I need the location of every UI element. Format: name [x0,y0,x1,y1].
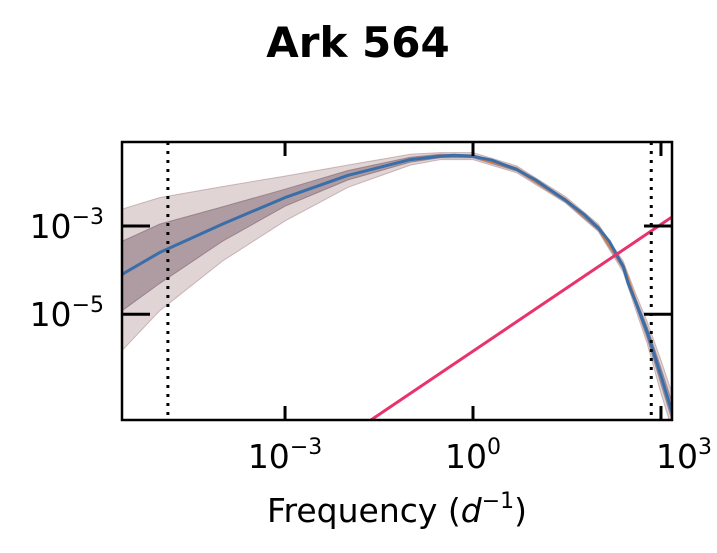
band-inner-68 [122,153,672,420]
y-tick-label-1: 10−3 [30,205,104,246]
x-axis-label-exp: −1 [482,489,514,514]
y-tick-label-2: 10−5 [30,293,104,334]
x-axis-label-var: d [461,491,483,530]
series-psd-model-orange [440,154,638,303]
x-axis-label-close: ) [514,491,527,530]
x-axis-label-prefix: Frequency ( [267,491,461,530]
band-outer-95 [122,152,672,420]
x-tick-label-1: 10−3 [248,435,322,476]
series-psd-median [122,153,672,413]
chart-title: Ark 564 [266,18,449,67]
plot-frame [120,140,674,422]
series-white-noise-line [370,215,672,420]
x-tick-label-3: 103 [656,435,712,476]
x-tick-label-2: 100 [445,435,501,476]
x-axis-label: Frequency (d−1) [267,489,527,530]
